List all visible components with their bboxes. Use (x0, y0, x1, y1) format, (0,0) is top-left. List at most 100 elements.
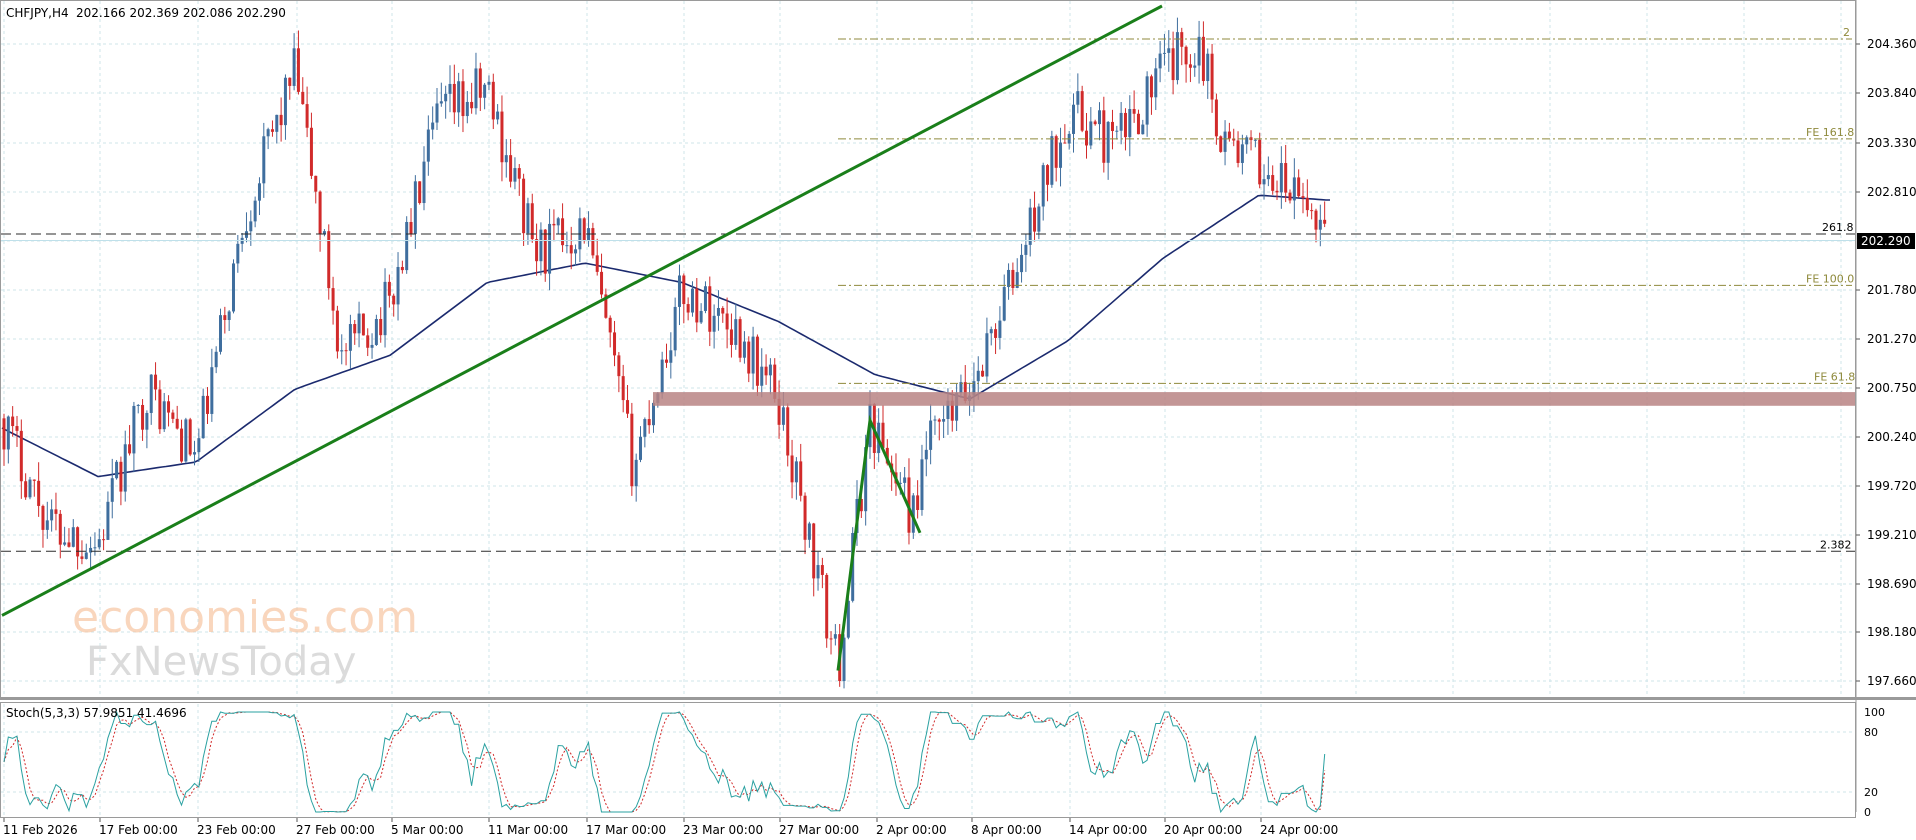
bull-candle (197, 438, 201, 453)
fibo-expansion-label: FE 100.0 (1806, 272, 1854, 285)
bull-candle (1115, 130, 1119, 132)
bear-candle (400, 266, 404, 271)
bear-candle (535, 239, 539, 262)
bear-candle (1227, 131, 1231, 139)
bull-candle (1002, 287, 1006, 321)
time-tick-label: 2 Apr 00:00 (876, 823, 947, 837)
bear-candle (141, 404, 145, 430)
stoch-main-line (3, 710, 1326, 814)
bull-candle (1223, 131, 1227, 152)
bear-candle (301, 91, 305, 105)
current-price-label: 202.290 (1861, 234, 1911, 248)
bear-candle (409, 221, 413, 234)
bear-candle (279, 114, 283, 126)
bear-candle (102, 539, 106, 541)
time-tick-label: 17 Feb 00:00 (99, 823, 178, 837)
bull-candle (898, 482, 902, 484)
fibo-level-label: 2.382 (1820, 538, 1852, 551)
moving-average-layer (1, 194, 1330, 478)
bear-candle (1236, 140, 1240, 163)
bull-candle (1020, 254, 1024, 273)
bear-candle (1132, 109, 1136, 114)
candles-layer (2, 17, 1327, 689)
bull-candle (526, 203, 530, 234)
bull-candle (760, 366, 764, 386)
bull-candle (976, 370, 980, 382)
bull-candle (513, 168, 517, 182)
current-price-tag (1857, 233, 1915, 249)
watermark: economies.com FxNewsToday (72, 592, 418, 685)
bear-candle (916, 495, 920, 510)
bear-candle (167, 401, 171, 413)
bull-candle (50, 509, 54, 521)
bull-candle (816, 565, 820, 579)
bear-candle (171, 412, 175, 419)
bear-candle (1275, 190, 1279, 193)
bear-candle (344, 350, 348, 352)
bull-candle (556, 218, 560, 226)
bear-candle (1184, 46, 1188, 65)
ohlc-readout: 202.166 202.369 202.086 202.290 (76, 6, 286, 20)
bull-candle (63, 542, 67, 545)
bull-candle (1154, 68, 1158, 98)
pattern-legs (836, 414, 922, 671)
bull-candle (357, 313, 361, 334)
time-tick-label: 11 Mar 00:00 (488, 823, 568, 837)
bear-candle (296, 48, 300, 92)
bear-candle (1201, 36, 1205, 82)
time-tick-label: 23 Mar 00:00 (683, 823, 763, 837)
bear-candle (15, 426, 19, 431)
bull-candle (1175, 32, 1179, 81)
bull-candle (1193, 65, 1197, 68)
bull-candle (201, 395, 205, 439)
bull-candle (807, 523, 811, 540)
bull-candle (45, 520, 49, 530)
bear-candle (963, 382, 967, 401)
bear-candle (820, 565, 824, 575)
bull-candle (639, 436, 643, 460)
bull-candle (227, 311, 231, 320)
bull-candle (920, 459, 924, 510)
bull-candle (1262, 179, 1266, 185)
bull-candle (496, 111, 500, 120)
bull-candle (340, 350, 344, 352)
price-tick-label: 201.270 (1867, 332, 1916, 346)
bull-candle (734, 319, 738, 345)
bull-candle (162, 401, 166, 430)
bull-candle (574, 249, 578, 254)
bear-candle (1219, 136, 1223, 152)
bear-candle (387, 281, 391, 296)
bear-candle (1249, 137, 1253, 141)
bull-candle (1119, 112, 1123, 131)
bear-candle (470, 101, 474, 109)
bull-candle (1072, 104, 1076, 134)
bull-candle (283, 77, 287, 126)
bear-candle (58, 513, 62, 545)
bear-candle (608, 317, 612, 333)
price-tick-label: 197.660 (1867, 674, 1916, 688)
price-tick-label: 199.720 (1867, 479, 1916, 493)
bear-candle (175, 418, 179, 429)
bear-candle (591, 228, 595, 256)
bull-candle (712, 315, 716, 332)
bear-candle (366, 335, 370, 348)
time-tick-label: 8 Apr 00:00 (971, 823, 1042, 837)
bear-candle (621, 376, 625, 401)
bull-candle (946, 400, 950, 419)
bull-candle (1162, 52, 1166, 54)
time-tick-label: 23 Feb 00:00 (197, 823, 276, 837)
time-tick-label: 27 Mar 00:00 (779, 823, 859, 837)
bear-candle (626, 400, 630, 414)
price-tick-label: 198.690 (1867, 577, 1916, 591)
bear-candle (1080, 91, 1084, 131)
bear-candle (790, 455, 794, 483)
bear-candle (994, 329, 998, 338)
bull-candle (539, 229, 543, 262)
bear-candle (595, 255, 599, 272)
price-axis: 204.360 203.840 203.330 202.810 201.780 201.2… (1856, 37, 1916, 688)
bull-candle (548, 223, 552, 274)
stoch-axis-label: 0 (1864, 806, 1871, 819)
bull-candle (1318, 219, 1322, 230)
time-tick-label: 14 Apr 00:00 (1069, 823, 1147, 837)
